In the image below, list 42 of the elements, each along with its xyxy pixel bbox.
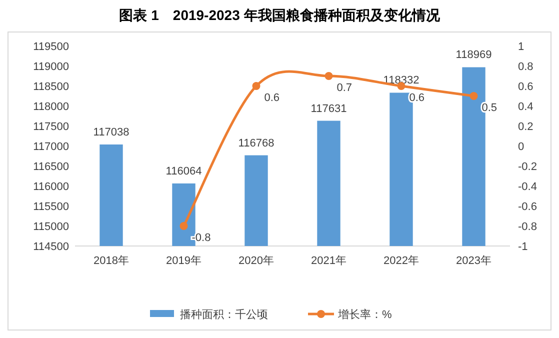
y2-tick-label: -1 xyxy=(518,241,528,253)
x-tick-label: 2023年 xyxy=(456,255,492,267)
y2-tick-label: 0.8 xyxy=(518,61,534,73)
data-label: 116064 xyxy=(166,165,202,178)
y2-tick-label: 0.2 xyxy=(518,121,534,133)
point xyxy=(470,92,478,100)
point xyxy=(252,82,260,90)
y2-tick-label: -0.4 xyxy=(518,181,537,193)
y-tick-label: 116000 xyxy=(33,181,69,193)
legend-label: 播种面积：千公顷 xyxy=(180,308,268,321)
y2-tick-label: -0.8 xyxy=(518,221,537,233)
x-tick-label: 2020年 xyxy=(238,255,274,267)
y2-tick-label: 0 xyxy=(518,141,524,153)
point xyxy=(324,72,333,80)
y-tick-label: 118000 xyxy=(33,101,69,113)
y2-tick-label: -0.2 xyxy=(518,161,537,173)
data-label: 118969 xyxy=(456,49,492,62)
y-tick-label: 115000 xyxy=(33,221,69,233)
y-tick-label: 117000 xyxy=(33,141,69,153)
y-tick-label: 116500 xyxy=(33,161,69,173)
point xyxy=(180,222,188,230)
x-tick-label: 2021年 xyxy=(311,255,346,267)
y2-tick-label: 1 xyxy=(518,41,524,53)
data-label: 116768 xyxy=(238,137,274,150)
y2-tick-label: 0.6 xyxy=(518,81,534,93)
data-label: 0.6 xyxy=(264,92,280,104)
x-tick-label: 2019年 xyxy=(166,255,202,267)
y-tick-label: 118500 xyxy=(33,81,69,93)
data-label: 117631 xyxy=(310,102,347,115)
y-tick-label: 119000 xyxy=(33,61,69,73)
data-label: 0.7 xyxy=(336,82,352,94)
y-tick-label: 117500 xyxy=(33,121,69,133)
chart-title: 图表 1 2019-2023 年我国粮食播种面积及变化情况 xyxy=(119,7,441,23)
legend-label: 增长率：% xyxy=(337,308,392,321)
y2-tick-label: 0.4 xyxy=(518,101,534,113)
data-label: 117038 xyxy=(93,126,130,138)
y2-tick-label: -0.6 xyxy=(518,201,537,213)
y-tick-label: 115500 xyxy=(33,201,69,213)
y-tick-label: 114500 xyxy=(33,241,69,253)
x-tick-label: 2018年 xyxy=(94,255,129,267)
x-tick-label: 2022年 xyxy=(384,255,419,267)
y-tick-label: 119500 xyxy=(33,41,69,53)
